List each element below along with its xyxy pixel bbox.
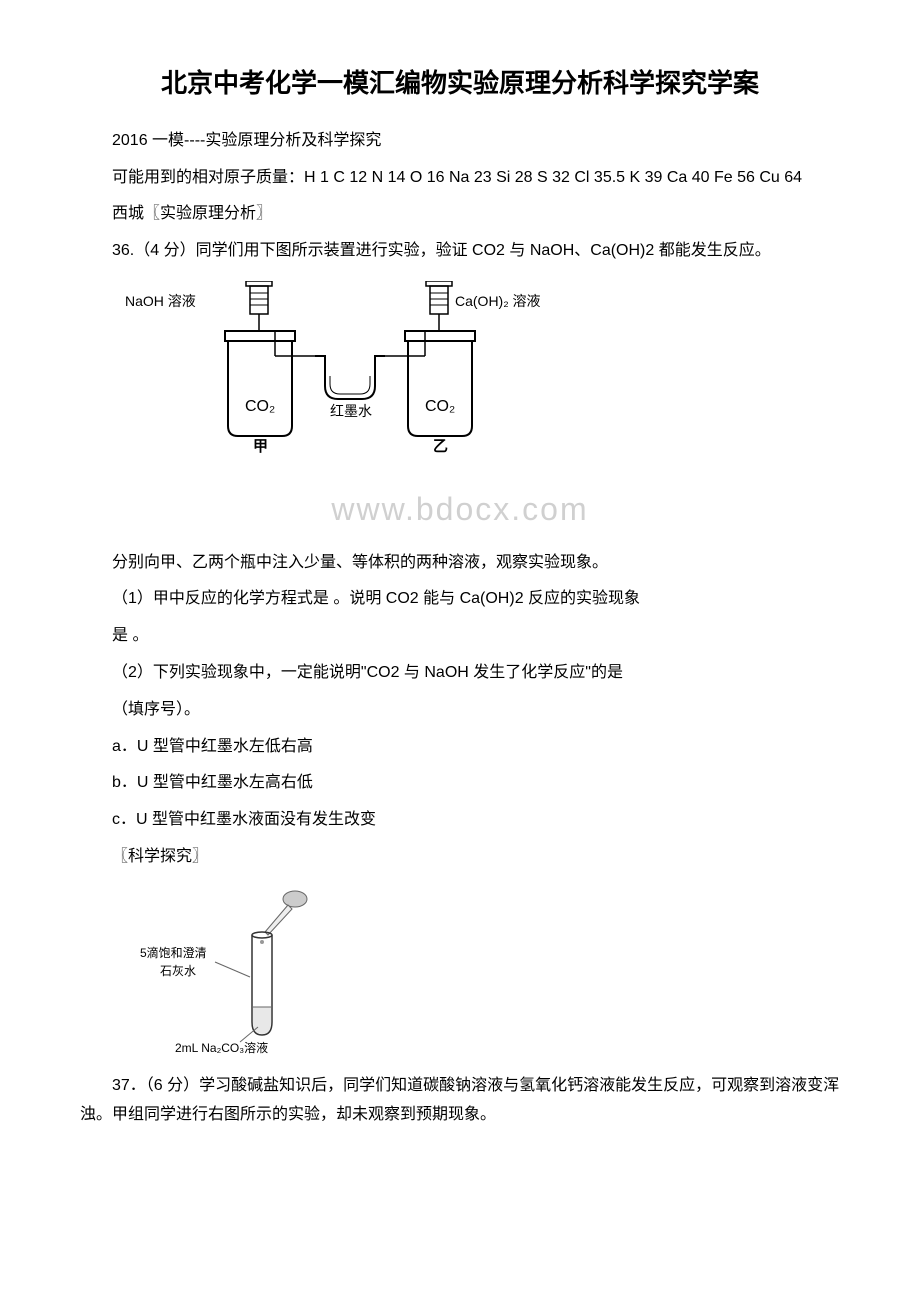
u-tube [315,356,385,399]
option-c: c．U 型管中红墨水液面没有发生改变 [112,806,840,835]
page-title: 北京中考化学一模汇编物实验原理分析科学探究学案 [80,60,840,107]
para-q1a: （1）甲中反应的化学方程式是 。说明 CO2 能与 Ca(OH)2 反应的实验现… [112,585,840,614]
watermark: www.bdocx.com [80,481,840,539]
para-q2b: （填序号）。 [112,696,840,725]
para-instruction: 分别向甲、乙两个瓶中注入少量、等体积的两种溶液，观察实验现象。 [112,549,840,578]
label-yi: 乙 [433,438,448,455]
bottle-left [225,331,315,436]
para-atomic-mass: 可能用到的相对原子质量：H 1 C 12 N 14 O 16 Na 23 Si … [80,164,840,193]
para-exam-header: 2016 一模----实验原理分析及科学探究 [80,127,840,156]
section-inquiry: 〖科学探究〗 [112,843,840,872]
label-na2co3: 2mL Na₂CO₃溶液 [175,1040,268,1055]
syringe-left [246,281,272,331]
label-co2-left: CO₂ [245,398,275,415]
para-q1b: 是 。 [112,622,840,651]
para-question-36: 36.（4 分）同学们用下图所示装置进行实验，验证 CO2 与 NaOH、Ca(… [80,237,840,266]
para-question-37: 37．（6 分）学习酸碱盐知识后，同学们知道碳酸钠溶液与氢氧化钙溶液能发生反应，… [80,1072,840,1130]
para-section-header: 西城〖实验原理分析〗 [80,200,840,229]
drop-icon [260,940,264,944]
apparatus-diagram: NaOH 溶液 Ca(OH)₂ 溶液 CO₂ 甲 C [120,281,840,461]
test-tube-diagram: 5滴饱和澄清 石灰水 2mL Na₂CO₃溶液 [140,887,840,1057]
option-b: b．U 型管中红墨水左高右低 [112,769,840,798]
dropper [265,891,307,935]
option-a: a．U 型管中红墨水左低右高 [112,733,840,762]
test-tube [252,932,272,1035]
para-q2a: （2）下列实验现象中，一定能说明"CO2 与 NaOH 发生了化学反应"的是 [112,659,840,688]
label-jia: 甲 [253,438,268,455]
label-drops2: 石灰水 [160,964,196,978]
syringe-right [426,281,452,331]
bottle-right [385,331,475,436]
label-ink: 红墨水 [330,403,372,419]
label-naoh: NaOH 溶液 [125,293,196,309]
label-co2-right: CO₂ [425,398,455,415]
label-drops1: 5滴饱和澄清 [140,945,207,960]
label-caoh2: Ca(OH)₂ 溶液 [455,293,541,309]
